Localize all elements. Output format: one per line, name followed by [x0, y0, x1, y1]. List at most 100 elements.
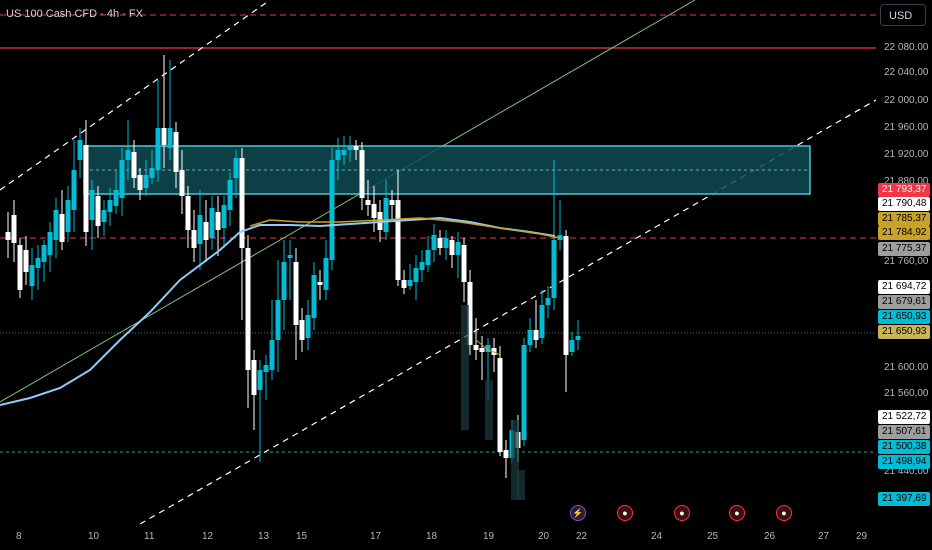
candle [335, 138, 341, 180]
us-flag-icon[interactable]: ● [617, 505, 633, 521]
price-marker-label: 21 793,37 [878, 183, 930, 197]
time-tick-label: 13 [258, 531, 270, 542]
candle-body [467, 282, 473, 345]
candle-body [299, 320, 305, 340]
candle [41, 240, 47, 282]
candle [443, 230, 449, 260]
us-flag-icon[interactable]: ● [776, 505, 792, 521]
candle [131, 140, 137, 188]
shadow-bar [461, 305, 469, 430]
candle [77, 128, 83, 178]
candle [257, 360, 263, 462]
candle [545, 286, 551, 318]
candle [371, 186, 377, 232]
price-chart[interactable] [0, 0, 877, 525]
candle [455, 232, 461, 278]
candle-body [149, 168, 155, 178]
candle [233, 150, 239, 198]
candle-body [443, 238, 449, 248]
candle [329, 148, 335, 270]
candle [467, 270, 473, 355]
time-axis[interactable] [0, 524, 876, 550]
candle [413, 255, 419, 300]
candle [317, 270, 323, 300]
candle [563, 230, 569, 392]
time-tick-label: 10 [88, 531, 100, 542]
candle [221, 196, 227, 248]
candle-body [269, 340, 275, 370]
us-flag-icon[interactable]: ● [729, 505, 745, 521]
candle-body [185, 196, 191, 230]
candle [527, 318, 533, 352]
chart-area[interactable] [0, 0, 877, 525]
candle-body [47, 232, 53, 255]
candle [161, 55, 167, 168]
candle-body [17, 245, 23, 290]
candle-body [563, 236, 569, 355]
candle-body [539, 305, 545, 338]
candle-body [29, 265, 35, 286]
candle [191, 210, 197, 262]
price-tick-label: 22 000,00 [884, 95, 929, 106]
candle-body [569, 340, 575, 352]
candle-body [275, 300, 281, 340]
price-tick-label: 22 040,00 [884, 67, 929, 78]
candle [59, 190, 65, 250]
candle-body [335, 150, 341, 160]
candle [491, 338, 497, 372]
us-flag-icon[interactable]: ● [674, 505, 690, 521]
candle-body [311, 275, 317, 318]
price-marker-label: 21 694,72 [878, 280, 930, 294]
price-tick-label: 21 560,00 [884, 388, 929, 399]
price-tick-label: 21 960,00 [884, 122, 929, 133]
candle [341, 136, 347, 165]
lightning-icon[interactable]: ⚡ [570, 505, 586, 521]
green-trend-line [0, 0, 696, 403]
shadow-bar [511, 420, 519, 500]
candle [311, 262, 317, 330]
candle-body [161, 128, 167, 145]
time-tick-label: 15 [296, 531, 308, 542]
time-tick-label: 24 [651, 531, 663, 542]
candle-body [305, 315, 311, 338]
candle [89, 180, 95, 250]
candle [53, 198, 59, 258]
candle [215, 196, 221, 256]
candle-body [521, 345, 527, 440]
candle-body [35, 258, 41, 268]
price-marker-label: 21 397,69 [878, 492, 930, 506]
candle-body [383, 198, 389, 232]
candle [29, 248, 35, 300]
candle-body [113, 190, 119, 206]
symbol-title[interactable]: US 100 Cash CFD · 4h · FX [6, 8, 143, 20]
candle-body [527, 330, 533, 345]
candle-body [167, 128, 173, 148]
time-tick-label: 18 [426, 531, 438, 542]
time-tick-label: 12 [202, 531, 214, 542]
candle [323, 240, 329, 300]
candle-body [191, 230, 197, 248]
candle-body [125, 150, 131, 160]
candle-body [503, 450, 509, 458]
candle [203, 200, 209, 262]
candle-body [59, 214, 65, 242]
candle-body [431, 235, 437, 250]
candle [71, 140, 77, 232]
currency-button[interactable]: USD [880, 4, 926, 26]
candle [179, 150, 185, 214]
price-marker-label: 21 507,61 [878, 425, 930, 439]
candle [557, 200, 563, 250]
candle-body [413, 268, 419, 282]
candle [299, 308, 305, 352]
candle [365, 180, 371, 216]
candle-body [221, 205, 227, 228]
candle-body [359, 150, 365, 198]
price-marker-label: 21 500,38 [878, 440, 930, 454]
candle [197, 190, 203, 270]
candle [101, 200, 107, 236]
candle [263, 355, 269, 400]
candle [533, 300, 539, 348]
price-marker-label: 21 498,94 [878, 455, 930, 469]
moving-average-blue [0, 216, 556, 406]
candle-body [461, 245, 467, 282]
